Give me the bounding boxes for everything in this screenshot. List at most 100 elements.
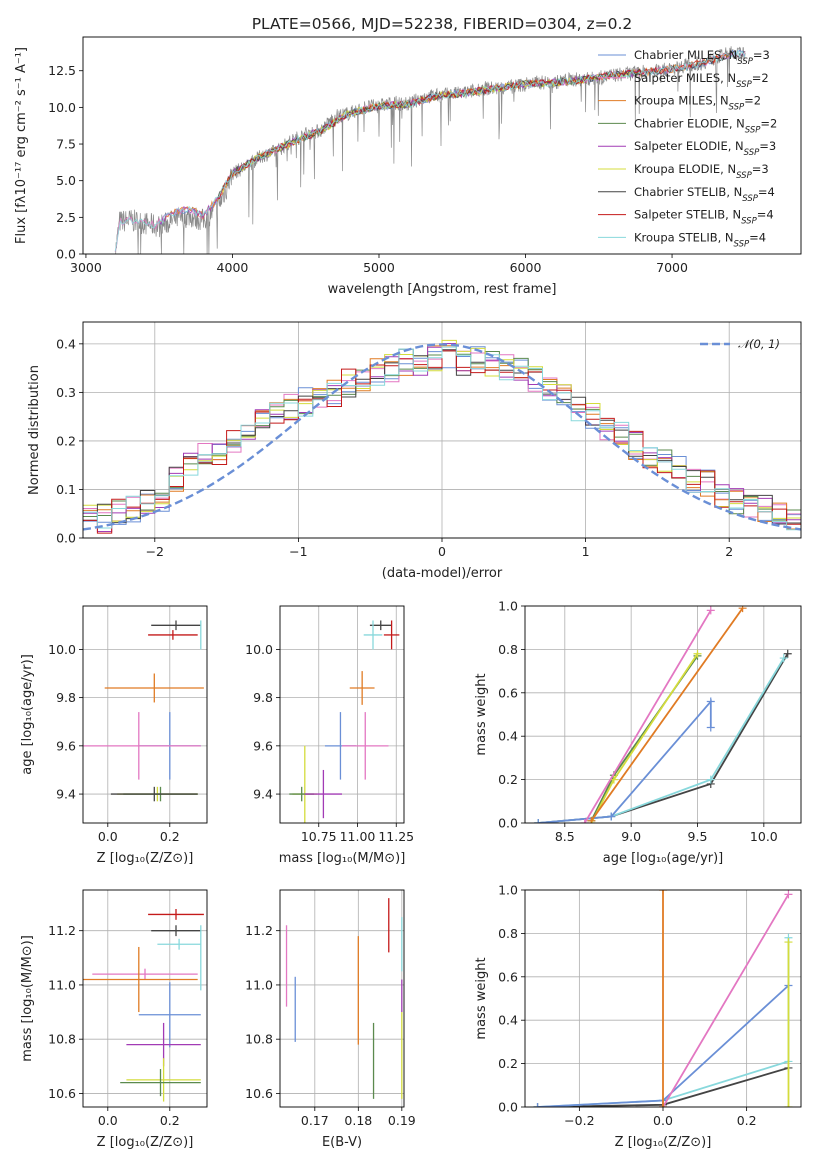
weight-marker — [706, 697, 715, 706]
spectrum-model-line — [217, 69, 642, 199]
age_vs_Z-frame — [82, 605, 208, 824]
mass_vs_Z-plot-area — [83, 908, 204, 1102]
legend-label: Chabrier ELODIE, NSSP=2 — [634, 116, 777, 135]
x-tick-label: 11.00 — [340, 829, 376, 844]
legend-label: 𝒩(0, 1) — [738, 337, 780, 351]
legend-label: Salpeter MILES, NSSP=2 — [634, 71, 769, 90]
weight-line — [538, 699, 712, 823]
y-tick-label: 0.0 — [56, 531, 76, 546]
y-axis-label: mass [log₁₀(M/M⊙)] — [20, 935, 35, 1062]
legend-nssp: =4 — [757, 208, 774, 222]
legend-nssp: =2 — [752, 71, 769, 85]
legend-label: Kroupa ELODIE, NSSP=3 — [634, 162, 769, 181]
y-tick-label: 2.5 — [56, 210, 76, 225]
x-axis-label: Z [log₁₀(Z/Z⊙)] — [97, 851, 194, 866]
residuals-frame — [82, 321, 802, 539]
age_vs_Z-plot-area — [83, 620, 204, 802]
weight-line — [583, 609, 712, 823]
x-axis-label: mass [log₁₀(M/M⊙)] — [279, 851, 406, 866]
y-tick-label: 0.4 — [498, 729, 518, 744]
y-tick-label: 10.0 — [48, 100, 76, 115]
weight-marker — [607, 812, 616, 821]
x-tick-label: 0.0 — [98, 1113, 118, 1128]
legend-subscript: SSP — [736, 171, 752, 181]
mass_vs_ebv-plot-area — [285, 898, 403, 1099]
figure-title: PLATE=0566, MJD=52238, FIBERID=0304, z=0… — [252, 15, 633, 33]
spectrum-model-line — [217, 69, 642, 198]
y-tick-label: 0.2 — [498, 772, 518, 787]
x-tick-label: 7000 — [656, 260, 688, 275]
y-tick-label: 1.0 — [498, 883, 518, 898]
y-tick-label: 10.6 — [48, 1086, 76, 1101]
weight-marker — [659, 890, 667, 894]
weight-marker — [533, 1103, 542, 1107]
y-tick-label: 0.2 — [56, 433, 76, 448]
legend-nssp: =3 — [753, 48, 770, 62]
x-axis-label: wavelength [Angstrom, rest frame] — [328, 282, 557, 297]
y-axis-label: age [log₁₀(age/yr)] — [20, 654, 35, 775]
age_vs_Z-panel: 0.0 0.2 9.4 9.6 9.8 10.0 Z [log₁₀(Z/Z⊙)] age [l… — [20, 605, 208, 866]
y-tick-label: 10.8 — [245, 1032, 273, 1047]
x-tick-label: 11.25 — [378, 829, 414, 844]
weight-marker — [779, 654, 788, 663]
x-tick-label: 0 — [438, 544, 446, 559]
x-tick-label: 2 — [725, 544, 733, 559]
x-tick-label: 0.18 — [344, 1113, 372, 1128]
x-tick-label: 0.19 — [388, 1113, 416, 1128]
mass_vs_Z-frame — [82, 889, 208, 1108]
spectrum-plot-area — [114, 46, 746, 254]
legend-nssp: =4 — [758, 185, 775, 199]
spectrum-model-line — [114, 49, 746, 252]
age_vs_mass-panel: 10.75 11.00 11.25 9.4 9.6 9.8 10.0 mass [log₁₀(… — [245, 605, 414, 866]
weight-marker — [784, 890, 793, 899]
x-tick-label: 0.2 — [160, 829, 180, 844]
spectrum-model-line — [158, 69, 643, 225]
y-tick-label: 5.0 — [56, 173, 76, 188]
y-tick-label: 11.2 — [48, 923, 76, 938]
mass_vs_ebv-frame — [279, 889, 405, 1108]
x-tick-label: 0.2 — [737, 1113, 757, 1128]
legend-subscript: SSP — [737, 57, 753, 67]
y-tick-label: 0.1 — [56, 482, 76, 497]
weight-line — [590, 607, 744, 822]
y-tick-label: 0.4 — [56, 336, 76, 351]
y-tick-label: 0.4 — [498, 1013, 518, 1028]
legend-nssp: =3 — [759, 139, 776, 153]
legend-subscript: SSP — [736, 80, 752, 90]
y-tick-label: 9.8 — [253, 690, 273, 705]
x-tick-label: 0.2 — [160, 1113, 180, 1128]
y-axis-label: Normed distribution — [27, 365, 42, 495]
x-axis-label: (data-model)/error — [382, 566, 503, 581]
y-tick-label: 1.0 — [498, 599, 518, 614]
residuals-legend: 𝒩(0, 1) — [700, 337, 780, 351]
y-tick-label: 0.6 — [498, 969, 518, 984]
mass_vs_ebv-panel: 0.17 0.18 0.19 10.6 10.8 11.0 11.2 E(B-V) — [245, 889, 416, 1150]
y-tick-label: 9.4 — [253, 787, 273, 802]
y-tick-label: 9.4 — [56, 787, 76, 802]
x-tick-label: 0.17 — [301, 1113, 329, 1128]
legend-subscript: SSP — [744, 148, 760, 158]
x-axis-label: Z [log₁₀(Z/Z⊙)] — [97, 1135, 194, 1150]
weight_vs_Z-frame — [524, 889, 802, 1108]
legend-nssp: =2 — [760, 116, 777, 130]
legend-label: Salpeter ELODIE, NSSP=3 — [634, 139, 776, 158]
weight_vs_age-frame — [524, 605, 802, 824]
weight_vs_age-panel: 8.5 9.0 9.5 10.0 0.0 0.2 0.4 0.6 0.8 1.0 age [log₁… — [474, 599, 802, 866]
y-tick-label: 11.0 — [48, 977, 76, 992]
weight-marker — [784, 1103, 793, 1107]
y-tick-label: 0.8 — [498, 642, 518, 657]
y-axis-label: mass weight — [474, 673, 489, 755]
y-tick-label: 11.2 — [245, 923, 273, 938]
x-tick-label: 6000 — [510, 260, 542, 275]
residual-histogram — [83, 350, 801, 534]
y-tick-label: 12.5 — [48, 63, 76, 78]
x-axis-label: Z [log₁₀(Z/Z⊙)] — [615, 1135, 712, 1150]
weight-marker — [659, 1103, 667, 1107]
y-tick-label: 10.6 — [245, 1086, 273, 1101]
x-tick-label: 0.0 — [98, 829, 118, 844]
weight-line — [538, 657, 785, 823]
x-tick-label: 1 — [582, 544, 590, 559]
x-tick-label: 5000 — [363, 260, 395, 275]
legend-label: Chabrier STELIB, NSSP=4 — [634, 185, 775, 204]
